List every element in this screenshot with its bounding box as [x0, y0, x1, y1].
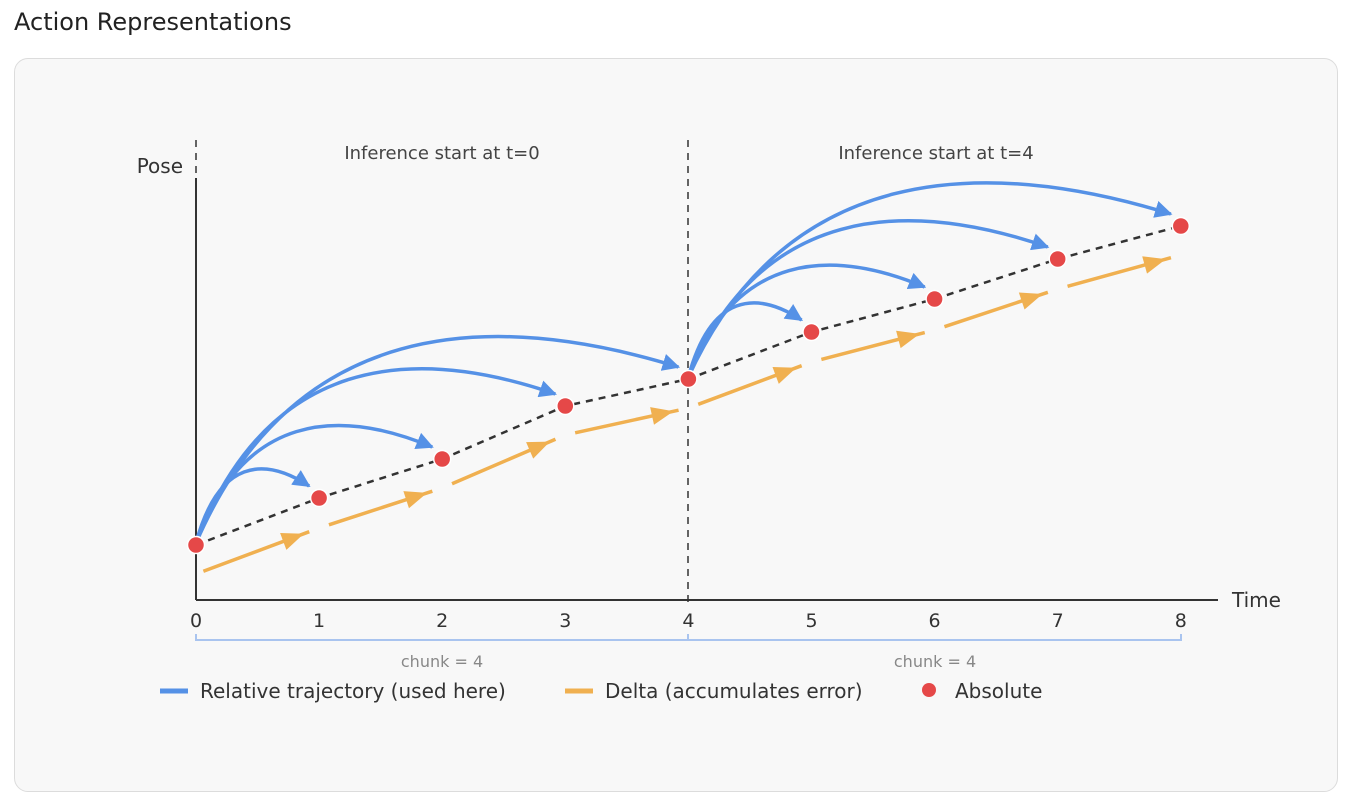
annotation-inference-4: Inference start at t=4	[838, 143, 1033, 164]
x-tick-label-1: 1	[313, 610, 325, 632]
x-tick-label-8: 8	[1175, 610, 1187, 632]
delta-arrowhead	[403, 491, 428, 509]
x-tick-label-7: 7	[1052, 610, 1064, 632]
legend-label-delta: Delta (accumulates error)	[605, 679, 863, 703]
absolute-point-1	[309, 488, 329, 508]
annotation-inference-0: Inference start at t=0	[344, 143, 539, 164]
chunk-label-2: chunk = 4	[894, 652, 976, 671]
legend-swatch-absolute	[922, 683, 936, 697]
delta-arrowhead	[1142, 256, 1166, 274]
x-tick-label-4: 4	[682, 610, 694, 632]
x-tick-label-5: 5	[805, 610, 817, 632]
x-tick-label-0: 0	[190, 610, 202, 632]
y-axis-label: Pose	[137, 154, 183, 178]
x-tick-label-6: 6	[929, 610, 941, 632]
chunk-label-1: chunk = 4	[401, 652, 483, 671]
legend-label-absolute: Absolute	[955, 679, 1042, 703]
delta-arrowhead	[1018, 292, 1043, 310]
relative-arc-4-to-7	[686, 219, 1050, 378]
x-axis-label: Time	[1231, 588, 1281, 612]
chunk-bracket-1	[195, 634, 689, 641]
delta-arrowhead	[772, 366, 797, 384]
relative-arc-0-to-2	[194, 423, 434, 544]
legend: Relative trajectory (used here) Delta (a…	[160, 679, 1042, 703]
delta-arrowhead	[526, 441, 550, 459]
absolute-point-5	[802, 322, 821, 342]
delta-arrowhead	[896, 330, 920, 349]
absolute-point-3	[556, 396, 575, 416]
absolute-point-2	[432, 449, 452, 469]
relative-arc-0-to-3	[194, 367, 557, 544]
absolute-point-8	[1171, 216, 1191, 236]
page-title: Action Representations	[14, 8, 292, 36]
chunk-bracket-2	[688, 634, 1182, 641]
relative-arc-0-to-4	[194, 334, 681, 544]
relative-arc-4-to-5	[686, 301, 803, 378]
relative-arc-4-to-6	[686, 263, 927, 378]
absolute-point-4	[679, 369, 698, 389]
relative-arc-4-to-8	[686, 181, 1173, 378]
x-tick-label-3: 3	[559, 610, 571, 632]
delta-arrowhead	[280, 532, 304, 550]
diagram-card	[14, 58, 1338, 792]
absolute-point-0	[186, 535, 206, 555]
absolute-point-7	[1048, 249, 1067, 269]
legend-label-relative: Relative trajectory (used here)	[200, 679, 506, 703]
delta-arrowhead	[650, 407, 674, 425]
x-tick-label-2: 2	[436, 610, 448, 632]
absolute-point-6	[925, 289, 944, 309]
